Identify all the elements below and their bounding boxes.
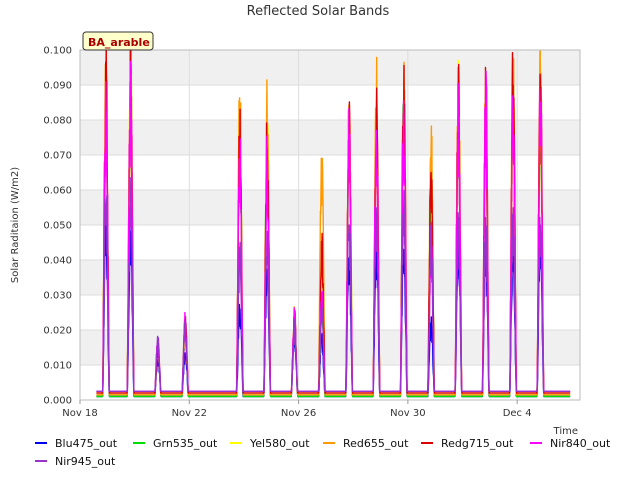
legend-item-grn535_out: Grn535_out	[133, 437, 218, 450]
legend-item-red655_out: Red655_out	[323, 437, 409, 450]
y-tick-label: 0.080	[43, 116, 72, 127]
legend-item-nir945_out: Nir945_out	[35, 455, 116, 468]
y-tick-label: 0.100	[43, 46, 72, 57]
legend-item-nir840_out: Nir840_out	[530, 437, 611, 450]
y-axis-label: Solar Raditaion (W/m2)	[10, 167, 21, 283]
series-line-red655_out	[95, 50, 571, 396]
y-tick-label: 0.020	[43, 326, 72, 337]
y-tick-label: 0.010	[43, 361, 72, 372]
x-axis-label: Time	[553, 426, 578, 437]
site-label: BA_arable	[88, 36, 150, 49]
legend: Blu475_out Grn535_out Yel580_out Red655_out…	[35, 437, 611, 468]
series-line-nir945_out	[95, 176, 571, 392]
y-tick-label: 0.050	[43, 221, 72, 232]
series-line-redg715_out	[95, 50, 571, 394]
chart-title: Reflected Solar Bands	[247, 4, 390, 19]
x-tick-label: Nov 22	[172, 408, 207, 419]
x-tick-label: Dec 4	[503, 408, 532, 419]
x-tick-label: Nov 26	[281, 408, 316, 419]
legend-label: Grn535_out	[153, 437, 218, 450]
y-tick-label: 0.030	[43, 291, 72, 302]
legend-label: Yel580_out	[249, 437, 310, 450]
legend-label: Blu475_out	[55, 437, 118, 450]
y-axis-ticks: 0.000 0.010 0.020 0.030 0.040 0.050 0.060 0.070…	[43, 46, 72, 407]
y-tick-label: 0.090	[43, 81, 72, 92]
legend-label: Redg715_out	[441, 437, 514, 450]
axes	[79, 49, 581, 401]
x-axis-ticks: Nov 18 Nov 22 Nov 26 Nov 30 Dec 4	[62, 400, 532, 419]
x-tick-label: Nov 30	[390, 408, 425, 419]
y-tick-label: 0.040	[43, 256, 72, 267]
y-tick-label: 0.000	[43, 396, 72, 407]
legend-item-yel580_out: Yel580_out	[230, 437, 310, 450]
series-line-grn535_out	[95, 59, 571, 398]
legend-label: Red655_out	[343, 437, 409, 450]
legend-label: Nir945_out	[55, 455, 116, 468]
plot-frame	[79, 49, 581, 401]
x-tick-label: Nov 18	[62, 408, 97, 419]
legend-item-redg715_out: Redg715_out	[421, 437, 514, 450]
legend-label: Nir840_out	[550, 437, 611, 450]
y-tick-label: 0.060	[43, 186, 72, 197]
site-label-box: BA_arable	[82, 31, 154, 51]
y-tick-label: 0.070	[43, 151, 72, 162]
series-lines	[95, 50, 571, 398]
legend-item-blu475_out: Blu475_out	[35, 437, 118, 450]
